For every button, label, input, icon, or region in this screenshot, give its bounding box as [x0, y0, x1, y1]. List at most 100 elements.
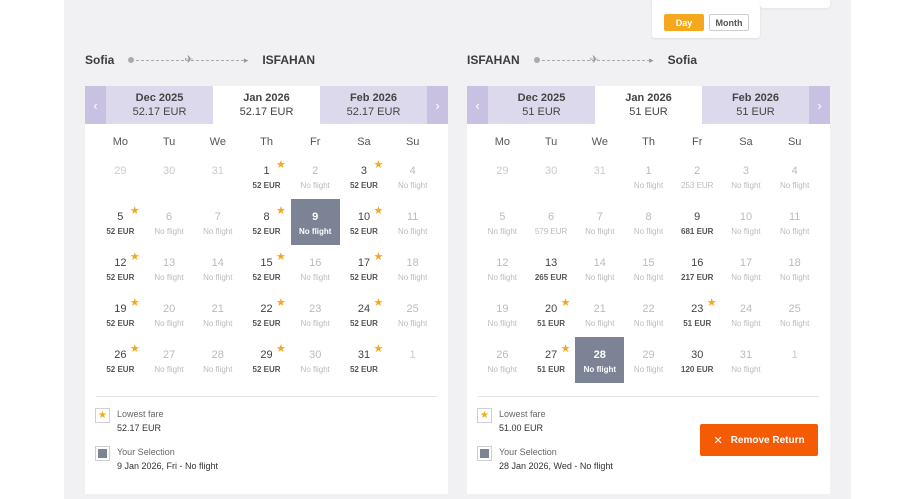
day-fare: No flight: [779, 180, 810, 190]
calendar-day[interactable]: 26 No flight: [478, 337, 527, 383]
calendar-day[interactable]: 19 52 EUR ★: [96, 291, 145, 337]
calendar-day[interactable]: 30 No flight: [291, 337, 340, 383]
prev-month-chevron-left-icon[interactable]: ‹: [467, 86, 488, 124]
day-number: 1: [263, 164, 270, 177]
month-price: 52.17 EUR: [132, 106, 187, 118]
calendar-day[interactable]: 12 52 EUR ★: [96, 245, 145, 291]
calendar-day: 31-: [193, 153, 242, 199]
calendar-day[interactable]: 23 No flight: [291, 291, 340, 337]
calendar-day[interactable]: 18 No flight: [388, 245, 437, 291]
calendar-day[interactable]: 7 No flight: [575, 199, 624, 245]
calendar-day[interactable]: 25 No flight: [770, 291, 819, 337]
calendar-day[interactable]: 22 52 EUR ★: [242, 291, 291, 337]
calendar-day[interactable]: 20 No flight: [145, 291, 194, 337]
calendar-day[interactable]: 3 52 EUR ★: [340, 153, 389, 199]
calendar-day[interactable]: 21 No flight: [575, 291, 624, 337]
calendar-day[interactable]: 10 52 EUR ★: [340, 199, 389, 245]
divider: [478, 396, 819, 397]
month-tab-next[interactable]: Feb 2026 52.17 EUR: [320, 86, 427, 124]
month-tab-prev[interactable]: Dec 2025 51 EUR: [488, 86, 595, 124]
month-view-button[interactable]: Month: [709, 14, 749, 31]
day-fare: 52 EUR: [252, 272, 281, 282]
calendar-day-selected[interactable]: 9 No flight: [290, 199, 340, 245]
calendar-day[interactable]: 29 52 EUR ★: [242, 337, 291, 383]
calendar-day: 29-: [96, 153, 145, 199]
calendar-day[interactable]: 17 No flight: [722, 245, 771, 291]
calendar-day[interactable]: 12 No flight: [478, 245, 527, 291]
calendar-day[interactable]: 6 No flight: [145, 199, 194, 245]
calendar-day[interactable]: 18 No flight: [770, 245, 819, 291]
calendar-day[interactable]: 9 681 EUR: [673, 199, 722, 245]
calendar-day[interactable]: 6 579 EUR: [527, 199, 576, 245]
day-number: 15: [642, 256, 655, 269]
day-number: 1: [645, 164, 652, 177]
day-number: 29: [114, 164, 127, 177]
calendar-day[interactable]: 13 No flight: [145, 245, 194, 291]
month-tab-next[interactable]: Feb 2026 51 EUR: [702, 86, 809, 124]
calendar-day: 30-: [145, 153, 194, 199]
day-fare: No flight: [779, 318, 810, 328]
calendar-day[interactable]: 8 No flight: [624, 199, 673, 245]
calendar-day[interactable]: 5 No flight: [478, 199, 527, 245]
calendar-day[interactable]: 30 120 EUR: [673, 337, 722, 383]
month-tab-prev[interactable]: Dec 2025 52.17 EUR: [106, 86, 213, 124]
calendar-day[interactable]: 24 No flight: [722, 291, 771, 337]
calendar-day[interactable]: 25 No flight: [388, 291, 437, 337]
calendar-day[interactable]: 15 52 EUR ★: [242, 245, 291, 291]
month-tab-current[interactable]: Jan 2026 52.17 EUR: [213, 86, 320, 124]
calendar-day[interactable]: 14 No flight: [193, 245, 242, 291]
weekday-label: Tu: [162, 136, 176, 148]
calendar-day[interactable]: 5 52 EUR ★: [96, 199, 145, 245]
calendar-day[interactable]: 14 No flight: [575, 245, 624, 291]
calendar-day[interactable]: 13 265 EUR: [527, 245, 576, 291]
remove-return-button[interactable]: ✕ Remove Return: [700, 424, 818, 456]
calendar-day[interactable]: 16 No flight: [291, 245, 340, 291]
route-arrow-icon: ✈ ▸: [128, 52, 248, 68]
calendar-day[interactable]: 17 52 EUR ★: [340, 245, 389, 291]
calendar-day[interactable]: 23 51 EUR ★: [673, 291, 722, 337]
selection-swatch-icon: [477, 446, 492, 461]
calendar-day[interactable]: 11 No flight: [388, 199, 437, 245]
day-fare: 52 EUR: [106, 272, 135, 282]
next-month-chevron-right-icon[interactable]: ›: [809, 86, 830, 124]
calendar-day[interactable]: 29 No flight: [624, 337, 673, 383]
calendar-day[interactable]: 20 51 EUR ★: [527, 291, 576, 337]
day-number: 10: [357, 210, 371, 223]
calendar-day[interactable]: 31 52 EUR ★: [340, 337, 389, 383]
calendar-day[interactable]: 15 No flight: [624, 245, 673, 291]
day-number: 26: [496, 348, 509, 361]
calendar-day[interactable]: 2 No flight: [291, 153, 340, 199]
calendar-day[interactable]: 28 No flight: [193, 337, 242, 383]
calendar-day[interactable]: 27 51 EUR ★: [527, 337, 576, 383]
calendar-day[interactable]: 27 No flight: [145, 337, 194, 383]
calendar-day[interactable]: 21 No flight: [193, 291, 242, 337]
calendar-day-selected[interactable]: 28 No flight: [575, 337, 625, 383]
next-month-chevron-right-icon[interactable]: ›: [427, 86, 448, 124]
calendar-day[interactable]: 2 253 EUR: [673, 153, 722, 199]
calendar-day[interactable]: 1 52 EUR ★: [242, 153, 291, 199]
day-fare: 52 EUR: [349, 180, 378, 190]
month-name: Jan 2026: [625, 92, 672, 104]
calendar-day[interactable]: 4 No flight: [388, 153, 437, 199]
calendar-day[interactable]: 19 No flight: [478, 291, 527, 337]
calendar-day[interactable]: 10 No flight: [722, 199, 771, 245]
calendar-day[interactable]: 31 No flight: [722, 337, 771, 383]
month-tab-current[interactable]: Jan 2026 51 EUR: [595, 86, 702, 124]
calendar-day[interactable]: 7 No flight: [193, 199, 242, 245]
calendar-day[interactable]: 1 No flight: [624, 153, 673, 199]
day-number: 14: [593, 256, 606, 269]
calendar-day[interactable]: 24 52 EUR ★: [340, 291, 389, 337]
day-fare: No flight: [299, 226, 332, 236]
calendar-day[interactable]: 22 No flight: [624, 291, 673, 337]
prev-month-chevron-left-icon[interactable]: ‹: [85, 86, 106, 124]
calendar-day[interactable]: 11 No flight: [770, 199, 819, 245]
calendar-day[interactable]: 16 217 EUR: [673, 245, 722, 291]
day-fare: 52 EUR: [349, 272, 378, 282]
calendar-day[interactable]: 4 No flight: [770, 153, 819, 199]
day-view-button[interactable]: Day: [664, 14, 704, 31]
calendar-day[interactable]: 8 52 EUR ★: [242, 199, 291, 245]
calendar-day[interactable]: 3 No flight: [722, 153, 771, 199]
outbound-route: Sofia ✈ ▸ ISFAHAN: [85, 52, 315, 68]
calendar-day[interactable]: 26 52 EUR ★: [96, 337, 145, 383]
calendar-week-row: 26 52 EUR ★ 27 No flight 28 No flight 29 52 EUR ★…: [96, 337, 437, 383]
